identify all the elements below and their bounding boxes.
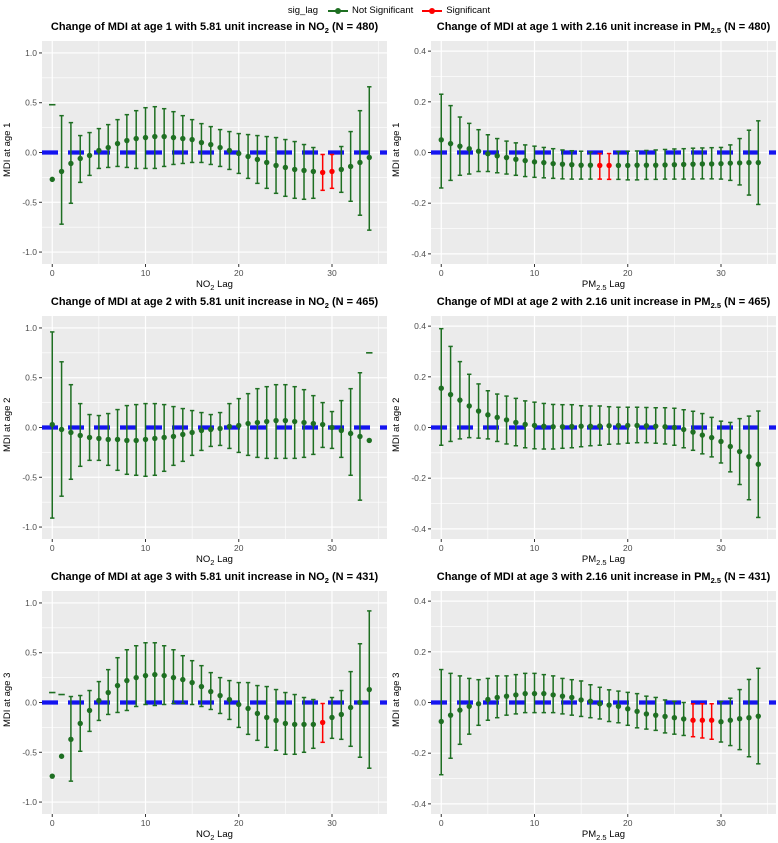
- svg-text:0.5: 0.5: [25, 373, 37, 383]
- svg-text:0.0: 0.0: [414, 423, 426, 433]
- svg-text:0: 0: [50, 543, 55, 553]
- svg-text:-0.4: -0.4: [411, 524, 426, 534]
- legend: sig_lag Not Significant Significant: [0, 0, 778, 19]
- svg-text:20: 20: [623, 268, 633, 278]
- legend-item-label: Not Significant: [352, 5, 414, 16]
- svg-text:0.4: 0.4: [414, 321, 426, 331]
- x-axis-label: NO2 Lag: [196, 279, 233, 292]
- legend-item-significant: Significant: [422, 5, 490, 16]
- subplot-age1-no2: Change of MDI at age 1 with 5.81 unit in…: [0, 19, 389, 294]
- x-axis-label: PM2.5 Lag: [581, 829, 626, 842]
- svg-text:0.2: 0.2: [414, 647, 426, 657]
- svg-text:-0.2: -0.2: [411, 748, 426, 758]
- subplot-age3-pm25: Change of MDI at age 3 with 2.16 unit in…: [389, 569, 778, 843]
- panel-title: Change of MDI at age 3 with 5.81 unit in…: [50, 571, 379, 586]
- svg-text:-1.0: -1.0: [22, 247, 37, 257]
- svg-text:20: 20: [234, 818, 244, 828]
- svg-text:30: 30: [327, 268, 337, 278]
- x-axis-label: NO2 Lag: [196, 829, 233, 842]
- legend-item-label: Significant: [446, 5, 491, 16]
- svg-text:20: 20: [623, 543, 633, 553]
- svg-text:0.4: 0.4: [414, 596, 426, 606]
- svg-text:30: 30: [716, 268, 726, 278]
- subplot-age2-no2: Change of MDI at age 2 with 5.81 unit in…: [0, 294, 389, 569]
- svg-text:30: 30: [327, 818, 337, 828]
- svg-text:-1.0: -1.0: [22, 522, 37, 532]
- svg-text:10: 10: [141, 268, 151, 278]
- svg-text:30: 30: [716, 543, 726, 553]
- svg-text:-0.5: -0.5: [22, 472, 37, 482]
- panel-plot-area: 0 10 20 30 0.4 0.2 0.0 -0.2 -0.4: [411, 41, 776, 278]
- svg-text:0.0: 0.0: [25, 423, 37, 433]
- svg-text:-0.5: -0.5: [22, 197, 37, 207]
- svg-text:10: 10: [530, 818, 540, 828]
- pointrange-key-icon: [328, 6, 348, 16]
- panel-title: Change of MDI at age 3 with 2.16 unit in…: [436, 571, 771, 586]
- svg-text:-1.0: -1.0: [22, 797, 37, 807]
- svg-text:0: 0: [50, 268, 55, 278]
- svg-text:30: 30: [716, 818, 726, 828]
- svg-text:-0.2: -0.2: [411, 473, 426, 483]
- svg-text:-0.4: -0.4: [411, 799, 426, 809]
- y-axis-label: MDI at age 3: [2, 672, 13, 728]
- panel-plot-area: 0 10 20 30 1.0 0.5 0.0 -0.5 -1.0: [22, 41, 387, 278]
- svg-text:1.0: 1.0: [25, 323, 37, 333]
- svg-text:0.5: 0.5: [25, 648, 37, 658]
- subplot-age3-no2: Change of MDI at age 3 with 5.81 unit in…: [0, 569, 389, 843]
- svg-text:1.0: 1.0: [25, 48, 37, 58]
- y-axis-label: MDI at age 1: [391, 122, 402, 178]
- svg-text:0: 0: [50, 818, 55, 828]
- svg-text:0.0: 0.0: [25, 698, 37, 708]
- svg-text:0.0: 0.0: [414, 698, 426, 708]
- legend-item-not-significant: Not Significant: [328, 5, 413, 16]
- svg-text:0.0: 0.0: [25, 148, 37, 158]
- svg-text:1.0: 1.0: [25, 598, 37, 608]
- svg-text:0.2: 0.2: [414, 97, 426, 107]
- y-axis-label: MDI at age 2: [2, 397, 13, 453]
- x-axis-label: NO2 Lag: [196, 554, 233, 567]
- x-axis-label: PM2.5 Lag: [581, 554, 626, 567]
- panel-title: Change of MDI at age 2 with 5.81 unit in…: [50, 296, 379, 311]
- panel-plot-area: 0 10 20 30 0.4 0.2 0.0 -0.2 -0.4: [411, 316, 776, 553]
- svg-text:0.0: 0.0: [414, 148, 426, 158]
- svg-text:30: 30: [327, 543, 337, 553]
- svg-text:20: 20: [623, 818, 633, 828]
- svg-text:-0.4: -0.4: [411, 249, 426, 259]
- svg-text:20: 20: [234, 543, 244, 553]
- x-axis-label: PM2.5 Lag: [581, 279, 626, 292]
- pointrange-key-icon: [422, 6, 443, 16]
- svg-text:0: 0: [439, 543, 444, 553]
- subplot-age1-pm25: Change of MDI at age 1 with 2.16 unit in…: [389, 19, 778, 294]
- legend-title: sig_lag: [287, 5, 318, 16]
- svg-text:0: 0: [439, 818, 444, 828]
- panel-plot-area: 0 10 20 30 1.0 0.5 0.0 -0.5 -1.0: [22, 591, 387, 828]
- svg-text:10: 10: [141, 818, 151, 828]
- y-axis-label: MDI at age 2: [391, 397, 402, 453]
- svg-text:10: 10: [141, 543, 151, 553]
- panel-plot-area: 0 10 20 30 0.4 0.2 0.0 -0.2 -0.4: [411, 591, 776, 828]
- svg-text:10: 10: [530, 268, 540, 278]
- svg-text:-0.5: -0.5: [22, 747, 37, 757]
- panel-title: Change of MDI at age 1 with 2.16 unit in…: [436, 21, 771, 36]
- panel-title: Change of MDI at age 2 with 2.16 unit in…: [436, 296, 771, 311]
- svg-text:10: 10: [530, 543, 540, 553]
- svg-text:0.4: 0.4: [414, 46, 426, 56]
- svg-text:-0.2: -0.2: [411, 198, 426, 208]
- y-axis-label: MDI at age 3: [391, 672, 402, 728]
- panel-grid: Change of MDI at age 1 with 5.81 unit in…: [0, 19, 778, 843]
- svg-text:0.2: 0.2: [414, 372, 426, 382]
- y-axis-label: MDI at age 1: [2, 122, 13, 178]
- svg-text:20: 20: [234, 268, 244, 278]
- subplot-age2-pm25: Change of MDI at age 2 with 2.16 unit in…: [389, 294, 778, 569]
- panel-plot-area: 0 10 20 30 1.0 0.5 0.0 -0.5 -1.0: [22, 316, 387, 553]
- svg-text:0: 0: [439, 268, 444, 278]
- panel-title: Change of MDI at age 1 with 5.81 unit in…: [50, 21, 379, 36]
- svg-text:0.5: 0.5: [25, 98, 37, 108]
